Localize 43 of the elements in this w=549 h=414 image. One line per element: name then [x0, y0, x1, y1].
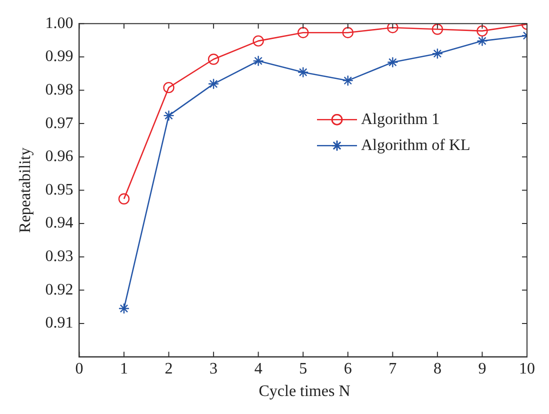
point: [163, 110, 174, 122]
y-tick-label: 1.00: [45, 14, 74, 32]
x-tick-label: 2: [164, 360, 173, 378]
legend-label: Algorithm of KL: [361, 136, 470, 154]
point: [252, 35, 264, 47]
x-tick-label: 6: [344, 360, 352, 378]
x-axis-title: Cycle times N: [258, 383, 350, 400]
x-tick-label: 1: [120, 360, 128, 378]
point: [118, 193, 130, 204]
point: [387, 24, 398, 34]
point: [118, 302, 130, 314]
y-tick-label: 0.95: [45, 181, 74, 198]
point: [298, 66, 309, 78]
point: [342, 74, 354, 86]
y-tick-label: 0.94: [45, 214, 74, 232]
y-tick-label: 0.92: [45, 281, 74, 298]
point: [476, 25, 488, 37]
y-tick-label: 0.93: [45, 248, 74, 266]
x-tick-label: 0: [75, 360, 84, 378]
point: [208, 54, 220, 65]
point: [432, 48, 444, 60]
point: [252, 55, 264, 67]
point: [208, 78, 220, 90]
y-tick-label: 0.99: [45, 48, 74, 66]
x-tick-label: 5: [299, 360, 308, 378]
y-axis-title: Repeatability: [16, 148, 34, 233]
x-tick-label: 8: [433, 360, 442, 378]
x-tick-label: 4: [254, 360, 262, 378]
x-tick-label: 3: [210, 360, 218, 378]
y-tick-label: 0.91: [45, 314, 74, 332]
y-tick-label: 0.98: [45, 81, 74, 98]
y-tick-label: 0.97: [45, 114, 74, 132]
x-tick-label: 9: [478, 360, 486, 378]
point: [163, 82, 174, 94]
x-tick-label: 7: [388, 360, 397, 378]
y-tick-label: 0.96: [45, 148, 74, 166]
x-tick-label: 10: [519, 360, 535, 378]
point: [476, 35, 488, 47]
point: [387, 56, 398, 68]
point: [432, 24, 444, 35]
legend-label: Algorithm 1: [361, 110, 440, 128]
point: [298, 26, 309, 38]
point: [342, 26, 354, 38]
